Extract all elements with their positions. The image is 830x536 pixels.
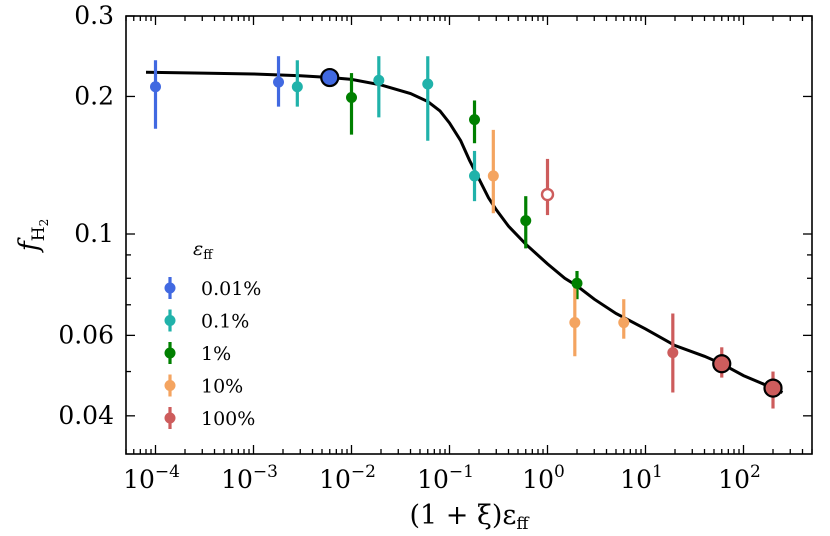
plot-border [125, 15, 813, 455]
data-point-highlight [320, 67, 340, 88]
data-point [569, 317, 581, 329]
data-point-large [763, 378, 783, 398]
legend-marker [164, 347, 176, 359]
x-tick-label: 10−4 [123, 462, 180, 494]
x-tick-label: 10−2 [319, 462, 376, 494]
axis-ticks [125, 15, 813, 454]
y-axis-label: fH2 [14, 219, 51, 253]
legend-label: 1% [201, 343, 231, 365]
data-point [520, 215, 532, 227]
x-tick-label: 101 [620, 462, 663, 494]
legend-marker [164, 282, 176, 294]
data-point [291, 81, 303, 93]
data-point [469, 170, 481, 182]
data-point [667, 347, 679, 359]
data-point [618, 317, 630, 329]
axis-labels: (1 + ξ)εff fH2 [14, 219, 530, 534]
data-point-large [712, 354, 732, 374]
x-tick-label: 100 [522, 462, 565, 494]
y-tick-label: 0.06 [58, 320, 114, 349]
legend-label: 100% [201, 408, 255, 430]
data-point [469, 114, 481, 126]
y-tick-label: 0.2 [74, 81, 114, 110]
y-tick-label: 0.3 [74, 1, 114, 30]
x-tick-label: 10−3 [221, 462, 278, 494]
legend-label: 10% [201, 376, 243, 398]
legend-title: εff [193, 238, 214, 263]
legend-label: 0.1% [201, 311, 249, 333]
legend: εff 0.01% 0.1% 1% 10% 100% [164, 238, 261, 430]
data-points [150, 67, 783, 398]
data-point-hollow [540, 187, 555, 202]
x-tick-label: 102 [718, 462, 761, 494]
data-point [373, 74, 385, 86]
data-point [487, 170, 499, 182]
legend-label: 0.01% [201, 278, 261, 300]
x-axis-label: (1 + ξ)εff [410, 500, 531, 534]
fit-curve [145, 70, 784, 394]
legend-marker [164, 412, 176, 424]
plot-frame [125, 15, 813, 455]
x-tick-label: 10−1 [417, 462, 474, 494]
y-tick-label: 0.1 [74, 219, 114, 248]
legend-marker [164, 380, 176, 391]
fit-curve-group [145, 70, 784, 394]
data-point [422, 78, 434, 90]
tick-labels: 10−4 10−3 10−2 10−1 100 101 102 0.04 0.06 0.1 0.2 0… [58, 1, 760, 494]
data-point [150, 81, 162, 93]
error-bars [153, 56, 775, 409]
legend-marker [164, 315, 176, 326]
data-point [273, 76, 285, 88]
data-point [571, 277, 583, 289]
data-point [346, 91, 358, 103]
y-tick-label: 0.04 [58, 401, 114, 430]
